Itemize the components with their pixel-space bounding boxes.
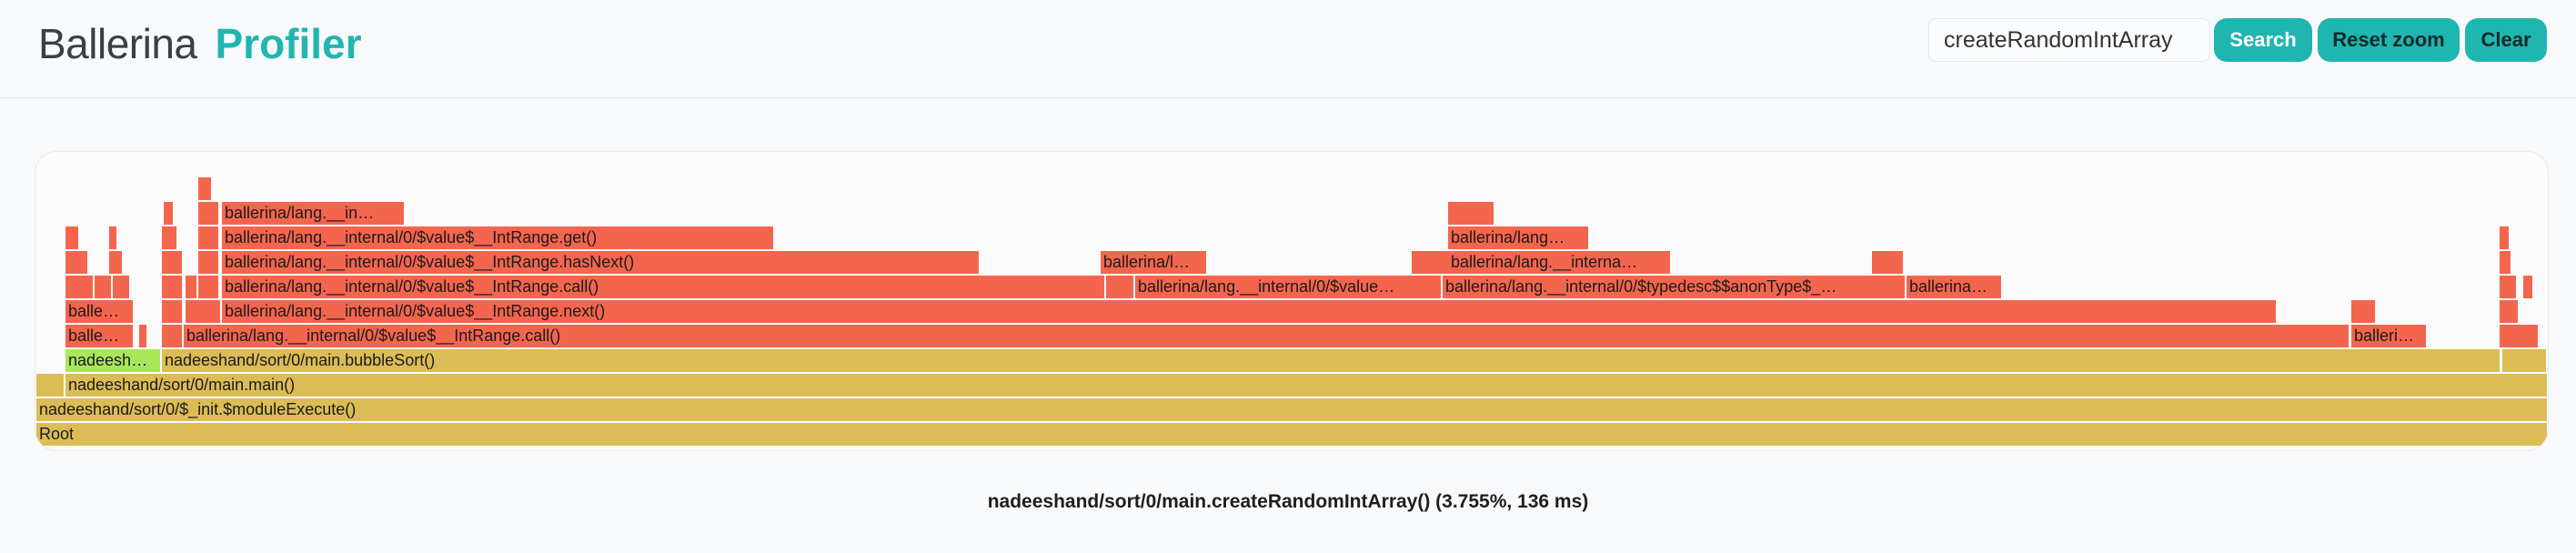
frame-stack[interactable] [2500,226,2509,249]
brand-name: Ballerina [38,20,197,67]
search-input[interactable] [1928,18,2210,62]
frame-stack[interactable] [162,325,182,347]
frame-stack[interactable] [1106,276,1133,298]
reset-zoom-button[interactable]: Reset zoom [2318,18,2460,62]
frame-intrange-call[interactable]: ballerina/lang.__internal/0/$value$__Int… [222,276,1104,298]
frame-details: nadeeshand/sort/0/main.createRandomIntAr… [987,491,1589,512]
frame-stack[interactable] [2500,325,2538,347]
flame-graph: Root nadeeshand/sort/0/$_init.$moduleExe… [35,151,2549,451]
frame-stack[interactable] [198,226,218,249]
frame-stack[interactable] [198,251,218,274]
frame-stack[interactable] [139,325,146,347]
frame-stack[interactable] [95,276,111,298]
frame-intrange-get[interactable]: ballerina/lang.__internal/0/$value$__Int… [222,226,773,249]
frame-stack[interactable] [1412,251,1448,274]
brand-logo: Ballerina Profiler [38,16,362,71]
frame-module-execute[interactable]: nadeeshand/sort/0/$_init.$moduleExecute(… [36,398,2547,421]
frame-stack[interactable] [164,202,173,225]
frame-stack[interactable] [2500,251,2511,274]
frame-value[interactable]: ballerina/lang.__internal/0/$value… [1135,276,1441,298]
clear-button[interactable]: Clear [2465,18,2547,62]
frame-create-random-int-array[interactable]: nadeesh… [65,349,160,372]
frame-stack[interactable] [65,276,93,298]
frame-stack[interactable] [162,300,182,323]
frame-stack[interactable] [2500,300,2518,323]
frame-stack[interactable] [162,276,182,298]
frame-bubble-sort[interactable]: nadeeshand/sort/0/main.bubbleSort() [162,349,2500,372]
frame-intrange-next[interactable]: ballerina/lang.__internal/0/$value$__Int… [222,300,2276,323]
frame-main[interactable]: nadeeshand/sort/0/main.main() [65,374,2547,397]
frame-stack[interactable] [1448,202,1494,225]
frame-in[interactable]: ballerina/lang.__in… [222,202,404,225]
frame-stack[interactable] [162,251,182,274]
frame-balle[interactable]: balle… [65,300,133,323]
frame-stack[interactable] [1872,251,1903,274]
frame-intrange-call[interactable]: ballerina/lang.__internal/0/$value$__Int… [184,325,2349,347]
frame-stack[interactable] [186,276,196,298]
frame-intrange-hasnext[interactable]: ballerina/lang.__internal/0/$value$__Int… [222,251,979,274]
product-name: Profiler [215,20,362,67]
frame-stack[interactable] [2500,276,2516,298]
frame-stack[interactable] [198,276,218,298]
frame-typedesc[interactable]: ballerina/lang.__internal/0/$typedesc$$a… [1443,276,1905,298]
frame-ballerina-l[interactable]: ballerina/l… [1101,251,1206,274]
frame-stack[interactable] [2523,276,2532,298]
frame-stack[interactable] [65,226,78,249]
frame-stack[interactable] [109,251,122,274]
frame-stack[interactable] [65,251,87,274]
frame-balleri[interactable]: balleri… [2351,325,2426,347]
frame-stack[interactable] [198,177,211,200]
frame-stack[interactable] [198,202,218,225]
frame-stack[interactable] [36,374,64,397]
frame-stack[interactable] [2502,349,2546,372]
header: Ballerina Profiler Search Reset zoom Cle… [0,0,2576,98]
frame-balle[interactable]: balle… [65,325,133,347]
frame-stack[interactable] [109,226,116,249]
frame-ballerina[interactable]: ballerina… [1907,276,2001,298]
frame-root[interactable]: Root [36,423,2547,446]
frame-interna[interactable]: ballerina/lang.__interna… [1448,251,1670,274]
frame-stack[interactable] [2351,300,2375,323]
frame-stack[interactable] [113,276,129,298]
search-button[interactable]: Search [2214,18,2312,62]
frame-lang[interactable]: ballerina/lang… [1448,226,1588,249]
frame-stack[interactable] [186,300,220,323]
frame-stack[interactable] [162,226,176,249]
